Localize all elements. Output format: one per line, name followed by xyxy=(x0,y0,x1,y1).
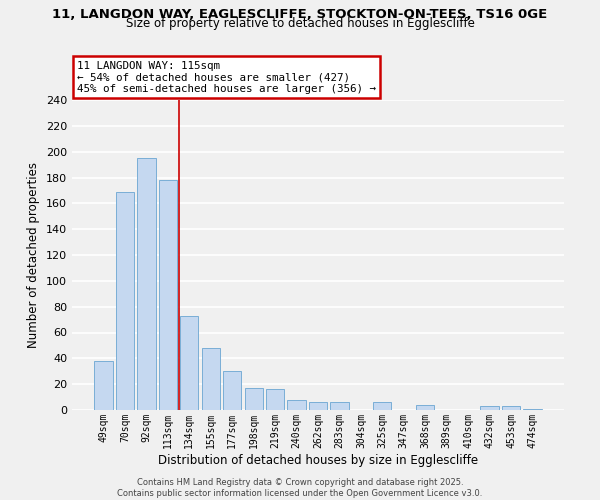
Text: 11 LANGDON WAY: 115sqm
← 54% of detached houses are smaller (427)
45% of semi-de: 11 LANGDON WAY: 115sqm ← 54% of detached… xyxy=(77,60,376,94)
Bar xyxy=(373,402,391,410)
Bar xyxy=(202,348,220,410)
Bar xyxy=(223,371,241,410)
Bar xyxy=(245,388,263,410)
Y-axis label: Number of detached properties: Number of detached properties xyxy=(28,162,40,348)
Bar xyxy=(159,180,177,410)
Bar xyxy=(180,316,199,410)
Text: Contains HM Land Registry data © Crown copyright and database right 2025.
Contai: Contains HM Land Registry data © Crown c… xyxy=(118,478,482,498)
Text: Size of property relative to detached houses in Egglescliffe: Size of property relative to detached ho… xyxy=(125,18,475,30)
Bar xyxy=(309,402,327,410)
Text: 11, LANGDON WAY, EAGLESCLIFFE, STOCKTON-ON-TEES, TS16 0GE: 11, LANGDON WAY, EAGLESCLIFFE, STOCKTON-… xyxy=(52,8,548,20)
Bar xyxy=(94,361,113,410)
Bar xyxy=(116,192,134,410)
Bar xyxy=(416,405,434,410)
Bar xyxy=(502,406,520,410)
Bar xyxy=(266,390,284,410)
Bar xyxy=(523,408,542,410)
Bar xyxy=(137,158,155,410)
Bar xyxy=(481,406,499,410)
Bar xyxy=(331,402,349,410)
X-axis label: Distribution of detached houses by size in Egglescliffe: Distribution of detached houses by size … xyxy=(158,454,478,466)
Bar xyxy=(287,400,305,410)
